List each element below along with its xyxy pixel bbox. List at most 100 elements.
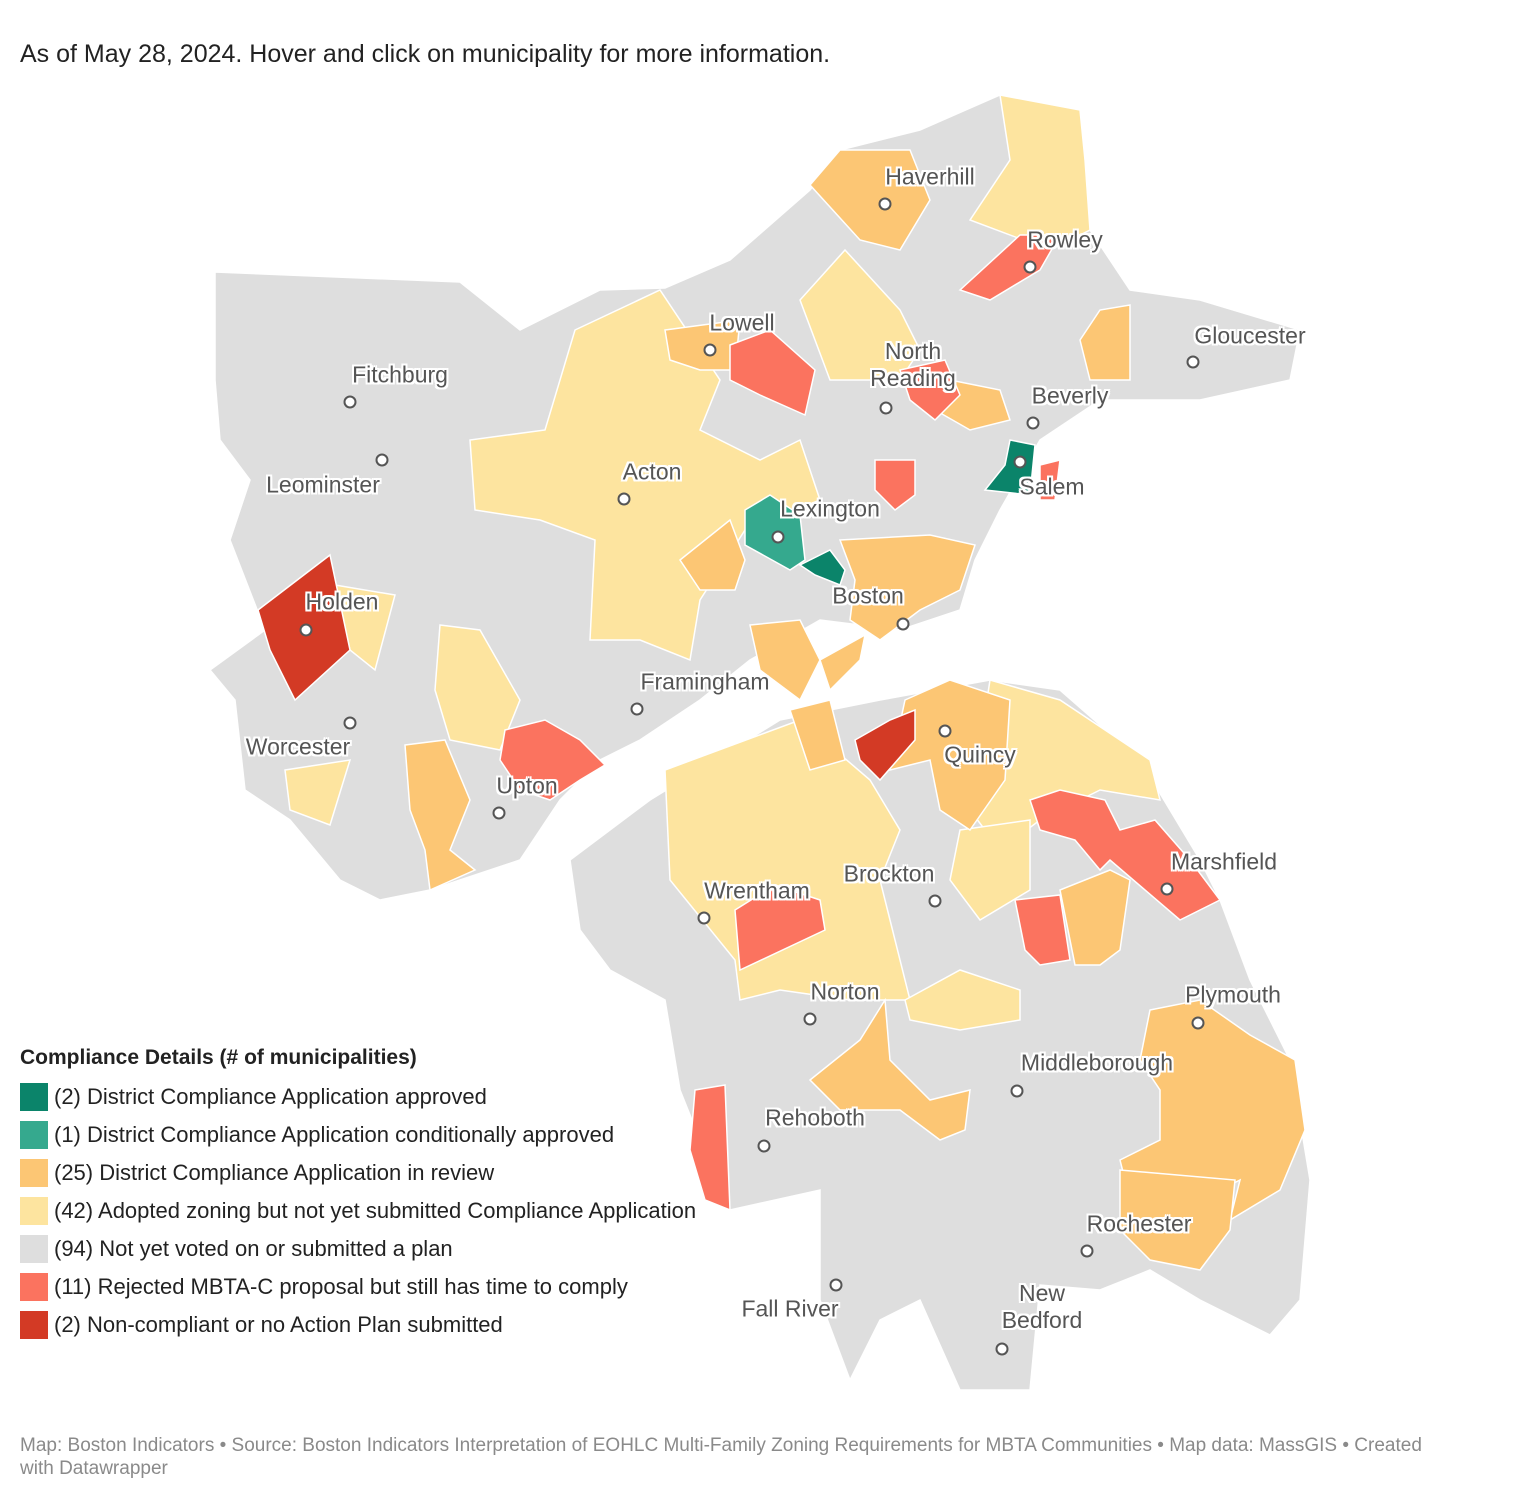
region — [949, 819, 1031, 921]
place-marker — [1080, 1244, 1094, 1258]
place-marker — [878, 197, 892, 211]
region — [1119, 1169, 1236, 1271]
region — [904, 969, 1021, 1031]
legend-item: (1) District Compliance Application cond… — [20, 1118, 700, 1152]
region — [808, 997, 971, 1141]
place-label: Beverly — [1031, 382, 1109, 409]
legend-swatch — [20, 1121, 48, 1149]
place-label: Lowell — [709, 309, 775, 336]
region — [819, 633, 867, 692]
region — [499, 719, 607, 801]
place-marker — [1026, 416, 1040, 430]
place-marker — [703, 343, 717, 357]
place-marker — [630, 702, 644, 716]
place-label: Rochester — [1086, 1210, 1192, 1237]
place-marker — [879, 401, 893, 415]
place-marker — [1191, 1016, 1205, 1030]
place-marker — [803, 1012, 817, 1026]
region — [404, 739, 477, 892]
place-label: Rowley — [1027, 226, 1103, 253]
place-label: New Bedford — [1001, 1280, 1083, 1333]
region — [729, 329, 816, 417]
legend-item: (2) District Compliance Application appr… — [20, 1080, 700, 1114]
place-label: Salem — [1019, 473, 1085, 500]
legend-label: (25) District Compliance Application in … — [54, 1160, 495, 1185]
place-label: Fitchburg — [352, 361, 448, 388]
map — [208, 94, 1311, 1391]
region — [799, 248, 921, 381]
region — [664, 319, 741, 371]
legend-item: (42) Adopted zoning but not yet submitte… — [20, 1194, 700, 1228]
adopted-areas — [284, 94, 1162, 1031]
place-label: Middleborough — [1020, 1049, 1174, 1076]
legend: Compliance Details (# of municipalities)… — [20, 1046, 700, 1346]
place-marker — [995, 1342, 1009, 1356]
legend-swatch — [20, 1197, 48, 1225]
place-marker — [1010, 1084, 1024, 1098]
region — [1039, 459, 1061, 501]
region — [689, 1084, 731, 1212]
place-marker — [1023, 260, 1037, 274]
region — [1059, 869, 1131, 966]
footer: Map: Boston Indicators • Source: Boston … — [20, 1435, 1422, 1479]
legend-swatch — [20, 1273, 48, 1301]
region — [899, 359, 961, 422]
place-label: Lexington — [780, 495, 880, 522]
place-marker — [343, 395, 357, 409]
region — [664, 719, 911, 1001]
legend-label: (94) Not yet voted on or submitted a pla… — [54, 1236, 453, 1261]
place-label: Wrentham — [704, 877, 810, 904]
place-marker — [617, 492, 631, 506]
region — [874, 459, 916, 511]
place-marker — [1160, 882, 1174, 896]
legend-label: (11) Rejected MBTA-C proposal but still … — [54, 1274, 628, 1299]
place-label: Holden — [305, 588, 379, 615]
legend-swatch — [20, 1311, 48, 1339]
region — [734, 884, 826, 972]
subtitle: As of May 28, 2024. Hover and click on m… — [20, 40, 831, 68]
place-label: Norton — [810, 978, 880, 1005]
region — [854, 708, 916, 782]
legend-swatch — [20, 1083, 48, 1111]
legend-swatch — [20, 1235, 48, 1263]
region — [808, 149, 931, 251]
place-marker — [492, 806, 506, 820]
region — [749, 619, 821, 702]
place-label: North Reading — [870, 338, 956, 391]
region — [678, 518, 746, 591]
region — [789, 699, 846, 771]
place-label: Gloucester — [1194, 322, 1306, 349]
legend-title: Compliance Details (# of municipalities) — [20, 1046, 417, 1069]
place-marker — [757, 1139, 771, 1153]
place-label: Fall River — [741, 1295, 839, 1322]
region — [798, 549, 846, 586]
place-label: Quincy — [944, 741, 1016, 768]
legend-item: (94) Not yet voted on or submitted a pla… — [20, 1232, 700, 1266]
legend-label: (1) District Compliance Application cond… — [54, 1122, 615, 1147]
place-marker — [375, 453, 389, 467]
region — [889, 679, 1011, 832]
place-label: Worcester — [245, 733, 351, 760]
place-marker — [343, 716, 357, 730]
place-label: Boston — [832, 582, 904, 609]
region — [434, 624, 521, 751]
place-label: Marshfield — [1170, 848, 1278, 875]
region — [983, 439, 1036, 496]
region — [1079, 304, 1131, 381]
place-marker — [829, 1278, 843, 1292]
place-label: Rehoboth — [765, 1104, 865, 1131]
place-marker — [1013, 455, 1027, 469]
region — [958, 234, 1062, 301]
place-label: Brockton — [843, 860, 935, 887]
place-label: Framingham — [640, 668, 770, 695]
legend-label: (2) District Compliance Application appr… — [54, 1084, 487, 1109]
approved-areas — [798, 439, 1036, 586]
region — [469, 289, 821, 662]
legend-item: (25) District Compliance Application in … — [20, 1156, 700, 1190]
place-marker — [1186, 355, 1200, 369]
region — [838, 534, 976, 641]
legend-swatch — [20, 1159, 48, 1187]
place-label: Leominster — [266, 471, 380, 498]
place-marker — [938, 724, 952, 738]
